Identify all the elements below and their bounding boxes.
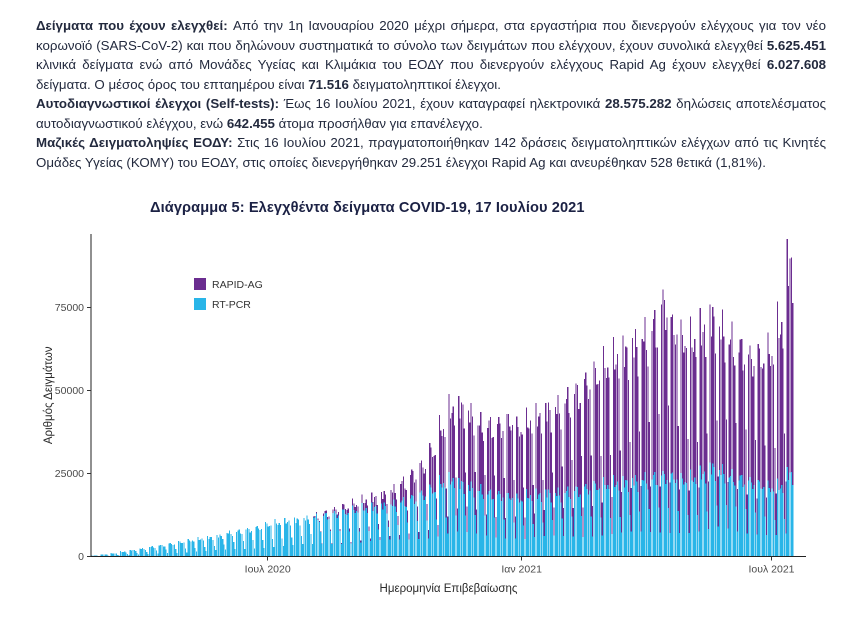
rt-pcr-swatch (194, 298, 206, 310)
report-text-segment: άτομα προσήλθαν για επανέλεγχο. (274, 115, 483, 131)
y-axis-title: Αριθμός Δειγμάτων (43, 346, 55, 444)
figure-title: Διάγραμμα 5: Ελεγχθέντα δείγματα COVID-1… (150, 200, 585, 216)
y-axis: 0 25000 50000 75000 (55, 302, 91, 563)
report-text-segment: Έως 16 Ιουλίου 2021, έχουν καταγραφεί ηλ… (283, 96, 605, 112)
y-tick-label: 50000 (55, 385, 84, 397)
report-paragraph: Αυτοδιαγνωστικοί έλεγχοι (Self-tests): Έ… (36, 94, 826, 133)
y-tick-label: 0 (78, 551, 84, 563)
report-paragraph: Μαζικές Δειγματοληψίες ΕΟΔΥ: Στις 16 Ιου… (36, 133, 826, 172)
x-tick-label: Ιουλ 2020 (245, 564, 291, 576)
report-bold-text: 5.625.451 (766, 37, 826, 53)
report-paragraph: Δείγματα που έχουν ελεγχθεί: Από την 1η … (36, 16, 826, 94)
rapid-ag-swatch (194, 278, 206, 290)
report-bold-text: Μαζικές Δειγματοληψίες ΕΟΔΥ: (36, 135, 238, 151)
report-text-segment: δηλώσεις αποτελέσματος αυτοδιαγνωστικού … (36, 96, 826, 131)
legend-item-rt-pcr: RT-PCR (194, 298, 251, 311)
report-text-segment: κλινικά δείγματα ενώ από Μονάδες Υγείας … (36, 57, 767, 73)
x-axis: Ιουλ 2020 Ιαν 2021 Ιουλ 2021 (245, 556, 795, 576)
report-text-segment: δείγματα. Ο μέσος όρος του επταημέρου εί… (36, 76, 309, 92)
report-bold-text: 6.027.608 (766, 57, 826, 73)
x-tick-label: Ιουλ 2021 (748, 564, 794, 576)
report-text-segment: Από την 1η Ιανουαρίου 2020 μέχρι σήμερα,… (36, 18, 826, 53)
report-text: Δείγματα που έχουν ελεγχθεί: Από την 1η … (36, 16, 826, 172)
x-axis-title: Ημερομηνία Επιβεβαίωσης (380, 583, 518, 595)
report-bold-text: 28.575.282 (604, 96, 672, 112)
report-text-segment: Στις 16 Ιουλίου 2021, πραγματοποιήθηκαν … (36, 135, 826, 170)
rt-pcr-bars (91, 462, 794, 557)
report-bold-text: Δείγματα που έχουν ελεγχθεί: (36, 18, 233, 33)
axes (90, 234, 806, 557)
report-bold-text: Αυτοδιαγνωστικοί έλεγχοι (Self-tests): (36, 96, 284, 112)
x-tick-label: Ιαν 2021 (501, 564, 542, 576)
y-tick-label: 25000 (55, 468, 84, 480)
legend-label: RT-PCR (212, 299, 251, 311)
report-text-segment: δειγματοληπτικοί έλεγχοι. (348, 76, 501, 92)
chart-legend: RAPID-AG RT-PCR (194, 278, 263, 311)
report-bold-text: 642.455 (226, 115, 275, 131)
rapid-ag-bars (313, 239, 794, 545)
legend-item-rapid-ag: RAPID-AG (194, 278, 263, 291)
report-bold-text: 71.516 (308, 76, 349, 92)
y-tick-label: 75000 (55, 302, 84, 314)
legend-label: RAPID-AG (212, 279, 263, 291)
